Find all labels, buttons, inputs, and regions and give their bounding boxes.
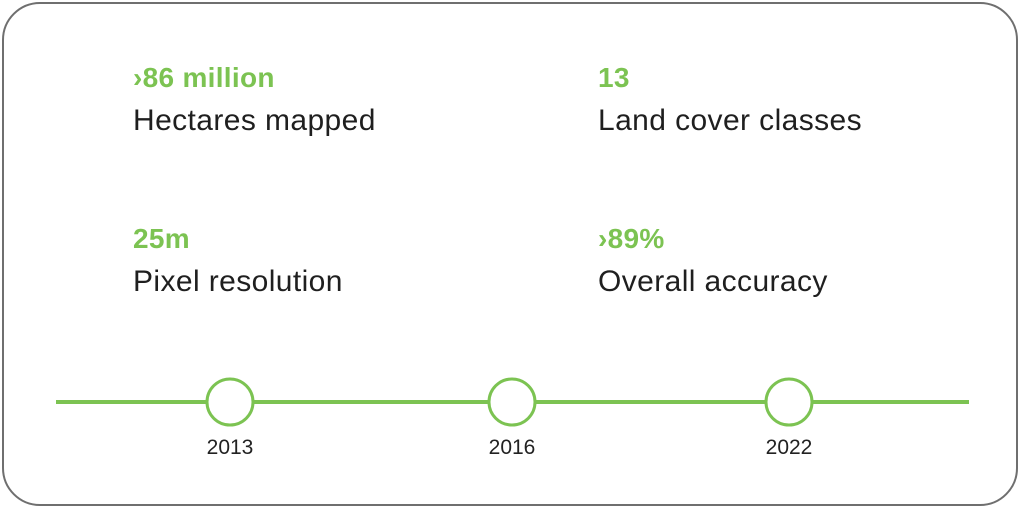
stat-land-cover-classes: 13 Land cover classes (598, 62, 862, 139)
timeline-node-2016 (487, 377, 537, 427)
stat-label: Pixel resolution (133, 265, 343, 298)
timeline-year-label: 2022 (765, 436, 813, 459)
stat-value: 13 (598, 62, 630, 93)
stat-value: ›86 million (133, 62, 275, 93)
stat-label: Land cover classes (598, 104, 863, 137)
stat-overall-accuracy: ›89% Overall accuracy (598, 223, 828, 300)
stat-value: ›89% (598, 223, 665, 254)
timeline-year-label: 2013 (206, 436, 254, 459)
timeline-node-2022 (764, 377, 814, 427)
stat-label: Overall accuracy (598, 265, 828, 298)
stat-label: Hectares mapped (133, 104, 376, 137)
stat-pixel-resolution: 25m Pixel resolution (133, 223, 343, 300)
stat-hectares-mapped: ›86 million Hectares mapped (133, 62, 376, 139)
stat-value: 25m (133, 223, 190, 254)
timeline-node-2013 (205, 377, 255, 427)
timeline-year-label: 2016 (488, 436, 536, 459)
